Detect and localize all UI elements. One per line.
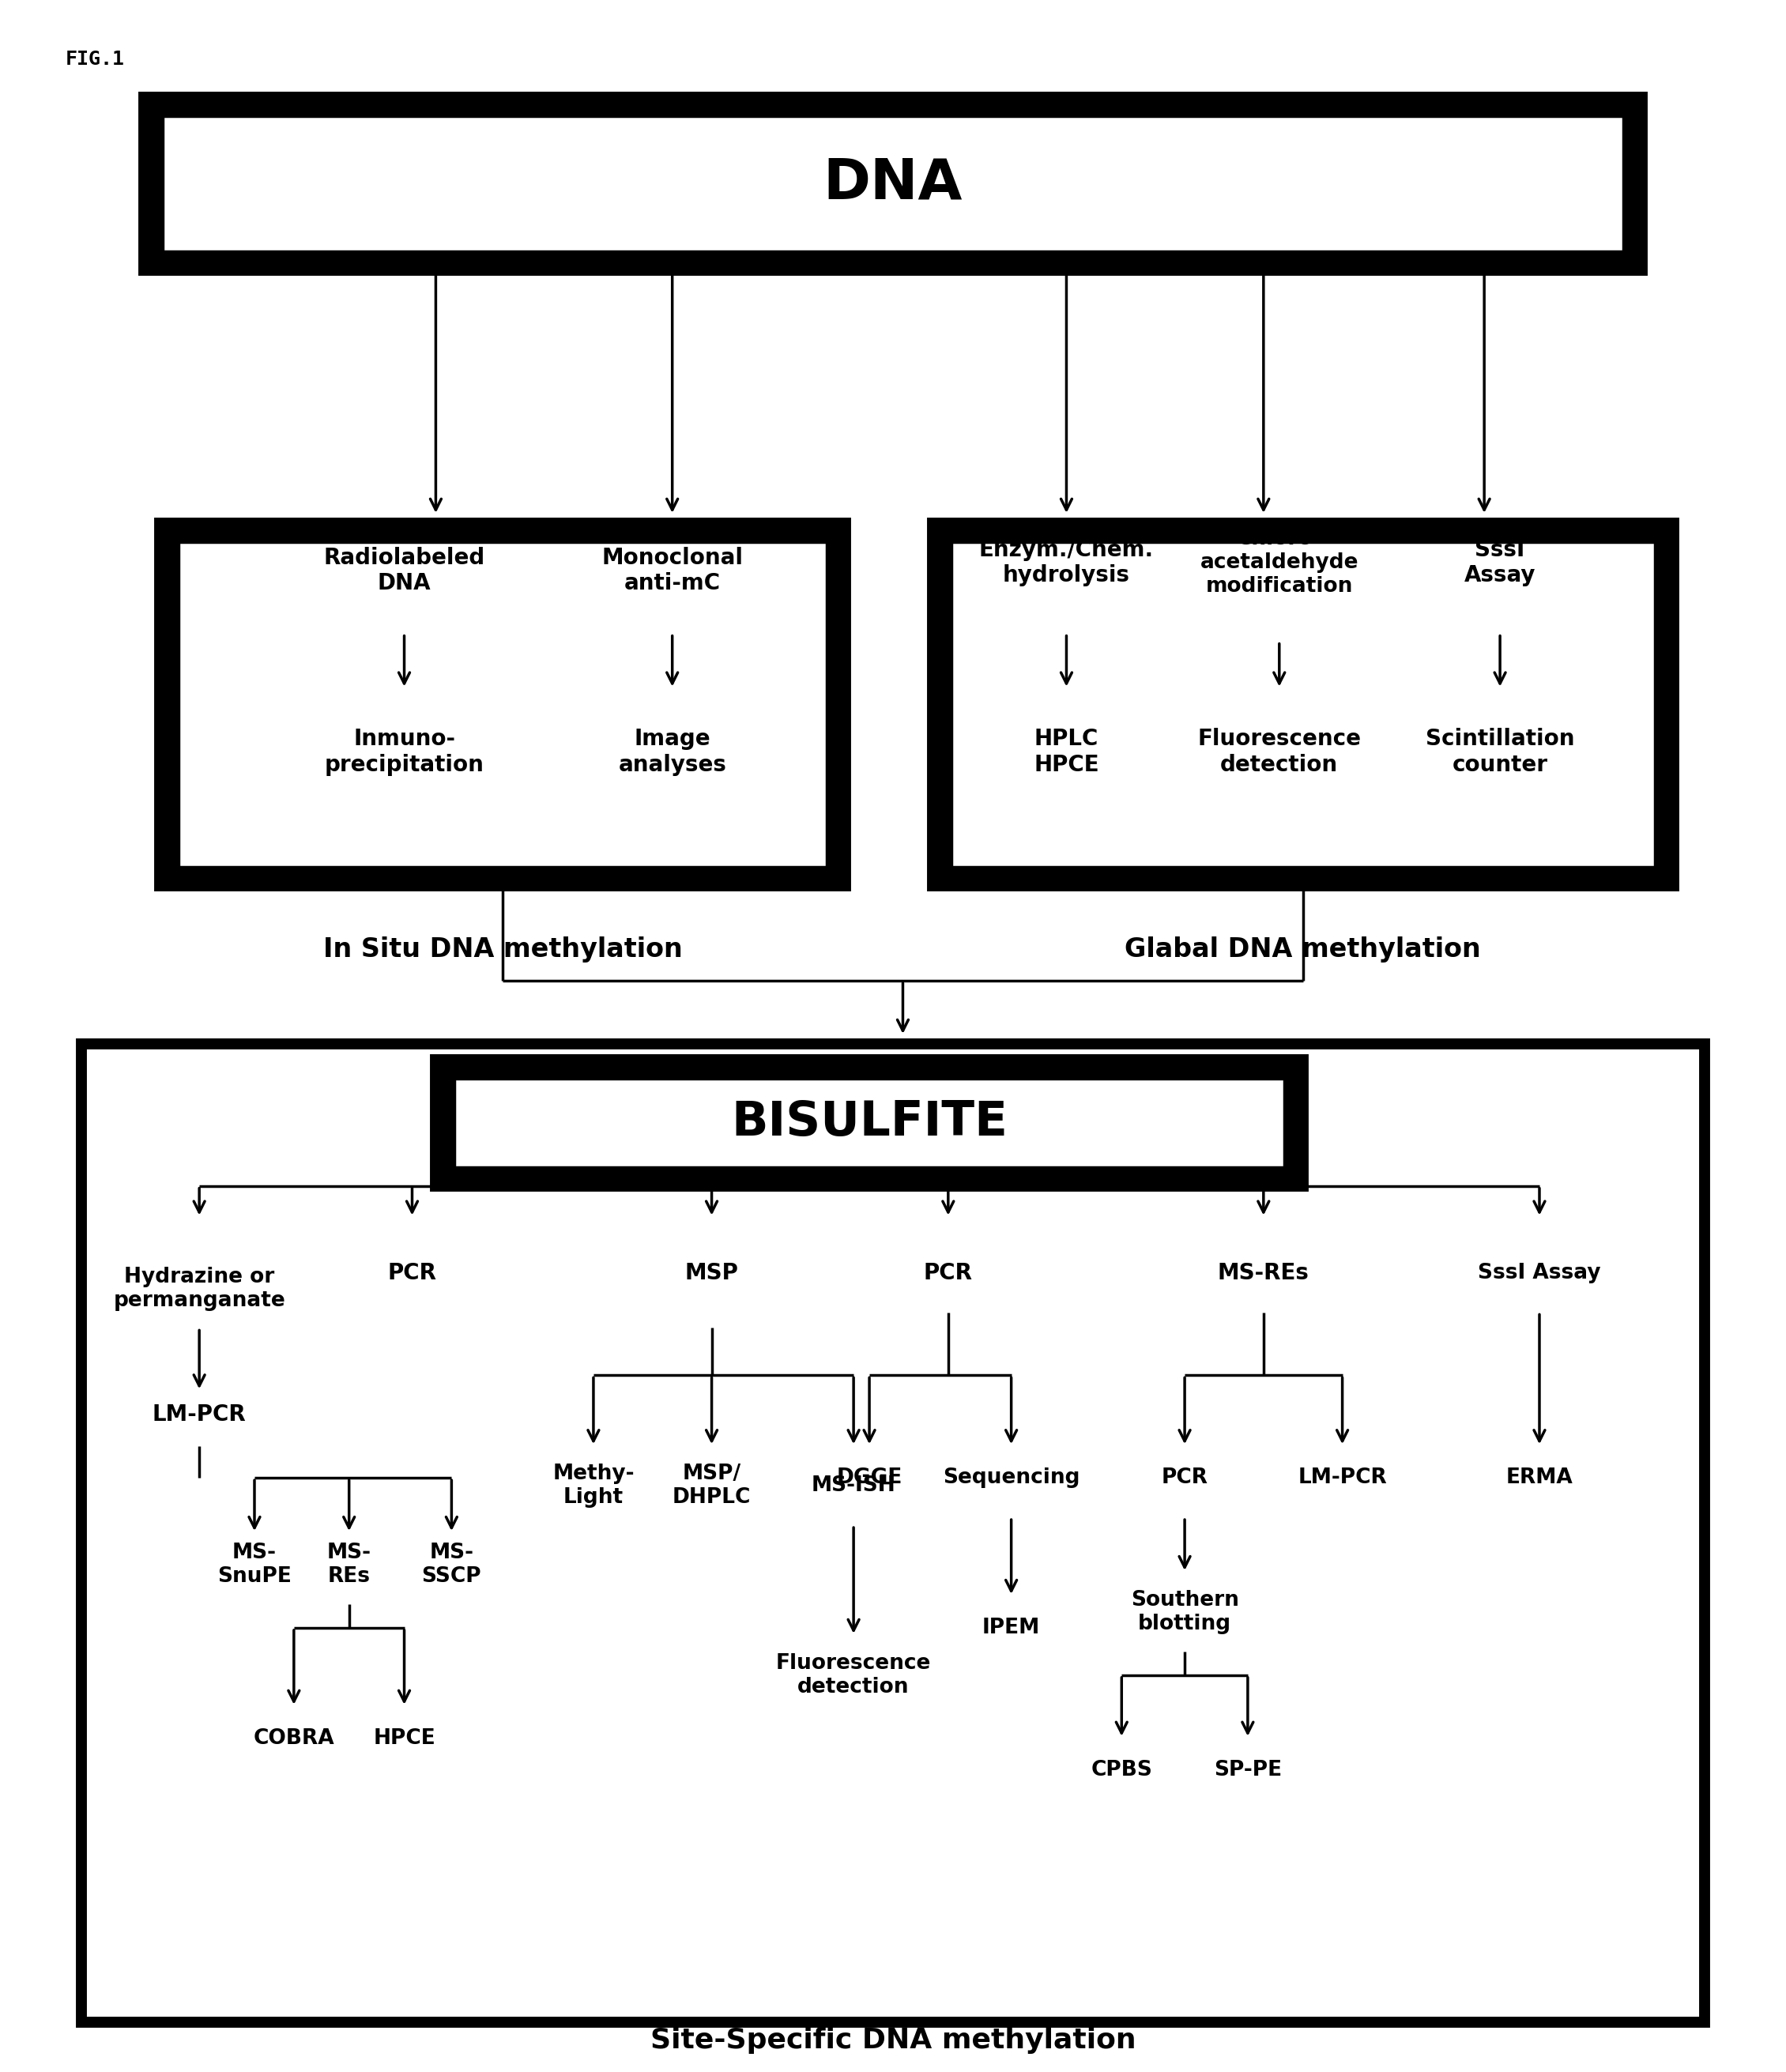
Bar bbox=[163, 116, 1623, 251]
Text: MS-REs: MS-REs bbox=[1218, 1262, 1309, 1285]
Text: MSP: MSP bbox=[684, 1262, 738, 1285]
Text: Sequencing: Sequencing bbox=[943, 1467, 1081, 1488]
Text: Scintillation
counter: Scintillation counter bbox=[1425, 727, 1575, 775]
Text: LM-PCR: LM-PCR bbox=[152, 1403, 246, 1426]
Text: MS-ISH: MS-ISH bbox=[811, 1475, 897, 1496]
Text: Fluorescence
detection: Fluorescence detection bbox=[1197, 727, 1361, 775]
Text: LM-PCR: LM-PCR bbox=[1298, 1467, 1388, 1488]
Bar bbox=[80, 1044, 1706, 2022]
Text: Fluorescence
detection: Fluorescence detection bbox=[775, 1653, 931, 1697]
Bar bbox=[952, 543, 1654, 866]
Text: MS-
SnuPE: MS- SnuPE bbox=[218, 1544, 291, 1587]
Text: SssI Assay: SssI Assay bbox=[1479, 1262, 1600, 1283]
Text: MS-
SSCP: MS- SSCP bbox=[421, 1544, 482, 1587]
Bar bbox=[932, 522, 1673, 887]
Text: ERMA: ERMA bbox=[1506, 1467, 1573, 1488]
Text: SP-PE: SP-PE bbox=[1214, 1759, 1282, 1780]
Text: PCR: PCR bbox=[388, 1262, 436, 1285]
Text: PCR: PCR bbox=[923, 1262, 973, 1285]
Bar bbox=[179, 543, 827, 866]
Text: Southern
blotting: Southern blotting bbox=[1131, 1589, 1239, 1635]
Text: Radiolabeled
DNA: Radiolabeled DNA bbox=[323, 547, 486, 595]
Bar bbox=[436, 1059, 1304, 1185]
Text: Enzym./Chem.
hydrolysis: Enzym./Chem. hydrolysis bbox=[979, 539, 1154, 586]
Text: CPBS: CPBS bbox=[1091, 1759, 1152, 1780]
Bar bbox=[161, 522, 847, 887]
Text: SssI
Assay: SssI Assay bbox=[1465, 539, 1536, 586]
Text: MS-
REs: MS- REs bbox=[327, 1544, 371, 1587]
Text: In Situ DNA methylation: In Situ DNA methylation bbox=[323, 937, 682, 961]
Text: Methy-
Light: Methy- Light bbox=[552, 1463, 634, 1508]
Text: IPEM: IPEM bbox=[982, 1618, 1039, 1639]
Text: Site-Specific DNA methylation: Site-Specific DNA methylation bbox=[650, 2026, 1136, 2053]
Text: PCR: PCR bbox=[1161, 1467, 1207, 1488]
Bar bbox=[145, 97, 1641, 271]
Text: MSP/
DHPLC: MSP/ DHPLC bbox=[672, 1463, 750, 1508]
Text: FIG.1: FIG.1 bbox=[66, 50, 125, 68]
Text: Image
analyses: Image analyses bbox=[618, 727, 727, 775]
Text: Glabal DNA methylation: Glabal DNA methylation bbox=[1125, 937, 1481, 961]
Text: Hydrazine or
permanganate: Hydrazine or permanganate bbox=[113, 1266, 286, 1312]
Text: DGGE: DGGE bbox=[836, 1467, 902, 1488]
Bar bbox=[455, 1080, 1284, 1167]
Text: COBRA: COBRA bbox=[254, 1728, 334, 1749]
Text: Chloro-
acetaldehyde
modification: Chloro- acetaldehyde modification bbox=[1200, 528, 1359, 597]
Text: DNA: DNA bbox=[823, 157, 963, 211]
Text: Monoclonal
anti-mC: Monoclonal anti-mC bbox=[602, 547, 743, 595]
Text: HPLC
HPCE: HPLC HPCE bbox=[1034, 727, 1098, 775]
Text: HPCE: HPCE bbox=[373, 1728, 436, 1749]
Text: BISULFITE: BISULFITE bbox=[730, 1100, 1007, 1146]
Text: Inmuno-
precipitation: Inmuno- precipitation bbox=[325, 727, 484, 775]
